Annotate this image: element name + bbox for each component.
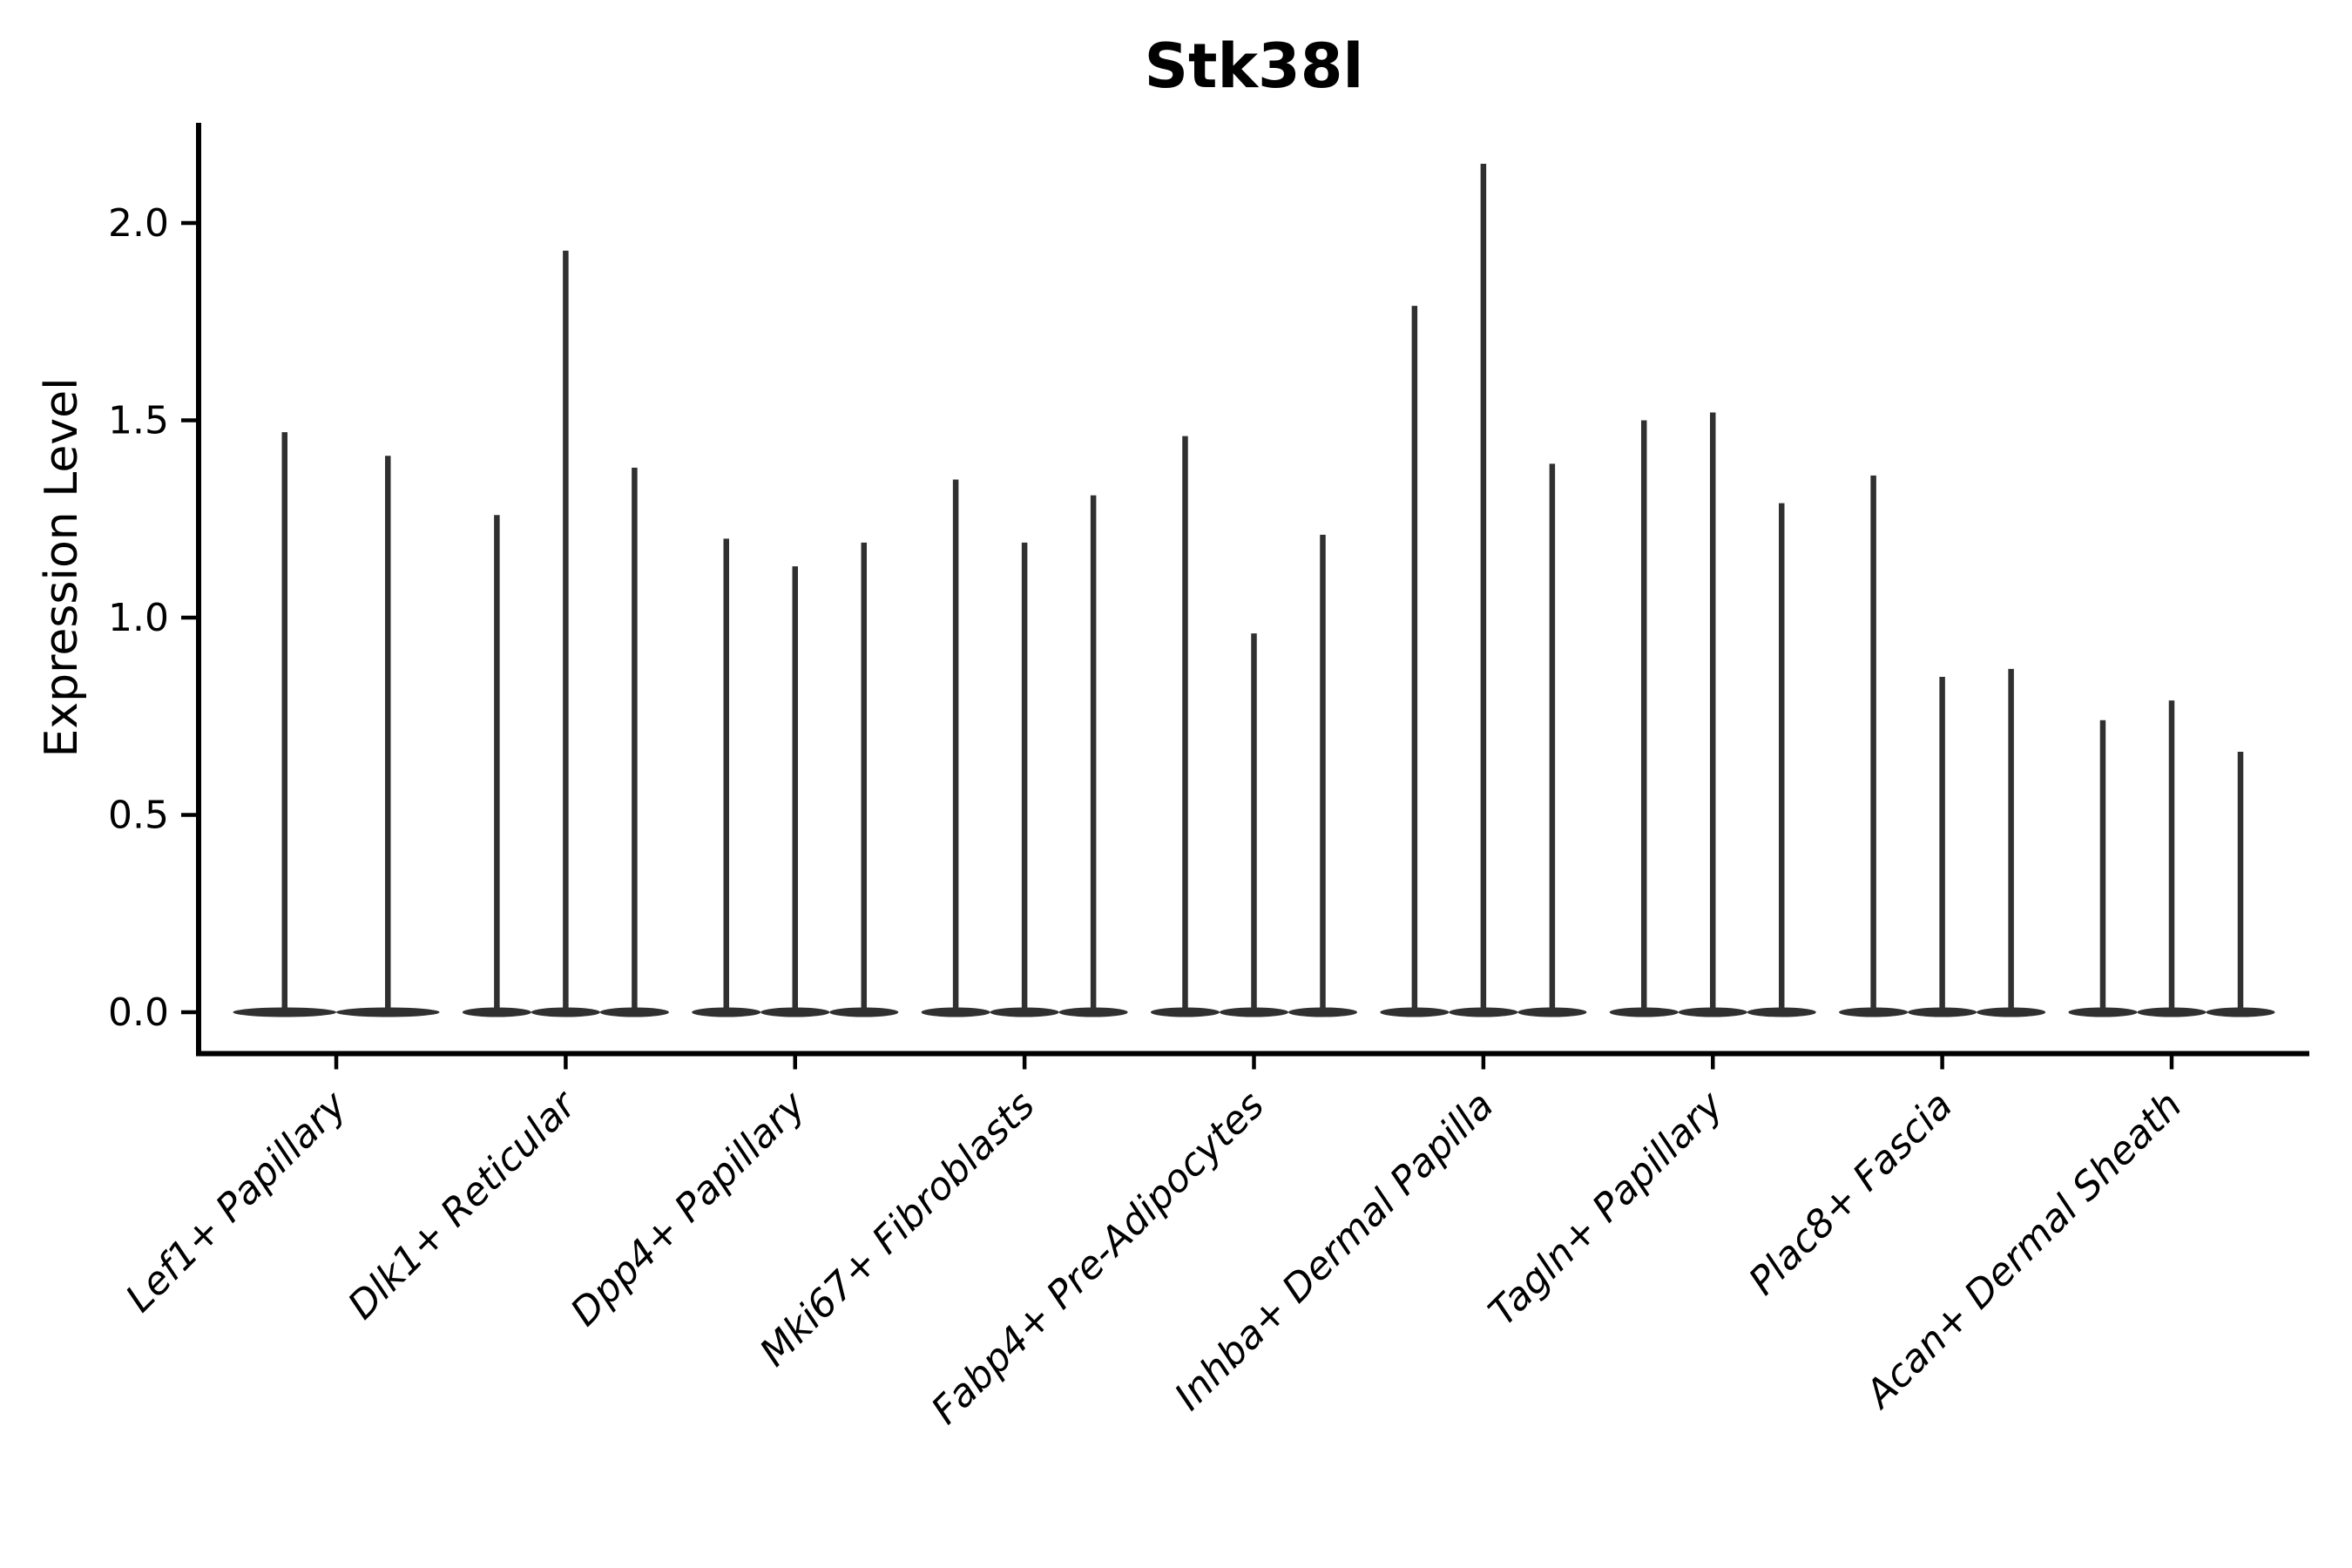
y-tick-label: 1.0 <box>108 596 169 640</box>
y-tick-label: 1.5 <box>108 399 169 443</box>
y-tick-label: 0.5 <box>108 794 169 838</box>
violin-group <box>462 250 669 1017</box>
x-category-label: Plac8+ Fascia <box>1740 1083 1961 1303</box>
x-category-label: Dlk1+ Reticular <box>340 1081 586 1328</box>
x-category-label: Dpp4+ Papillary <box>562 1083 814 1335</box>
violin-group <box>2068 700 2275 1017</box>
chart-title: Stk38l <box>1145 30 1364 102</box>
x-category-label: Lef1+ Papillary <box>118 1083 356 1321</box>
y-axis-label: Expression Level <box>36 377 88 757</box>
violin-group <box>1380 164 1587 1017</box>
violin-group <box>1839 475 2046 1017</box>
x-category-label: Tagln+ Papillary <box>1480 1083 1732 1335</box>
violin-group <box>233 432 440 1017</box>
violin-group <box>692 538 899 1017</box>
violin-group <box>1609 412 1816 1017</box>
violin-group <box>1150 436 1358 1017</box>
violin-group <box>921 479 1128 1017</box>
y-tick-label: 2.0 <box>108 201 169 246</box>
y-tick-label: 0.0 <box>108 990 169 1035</box>
